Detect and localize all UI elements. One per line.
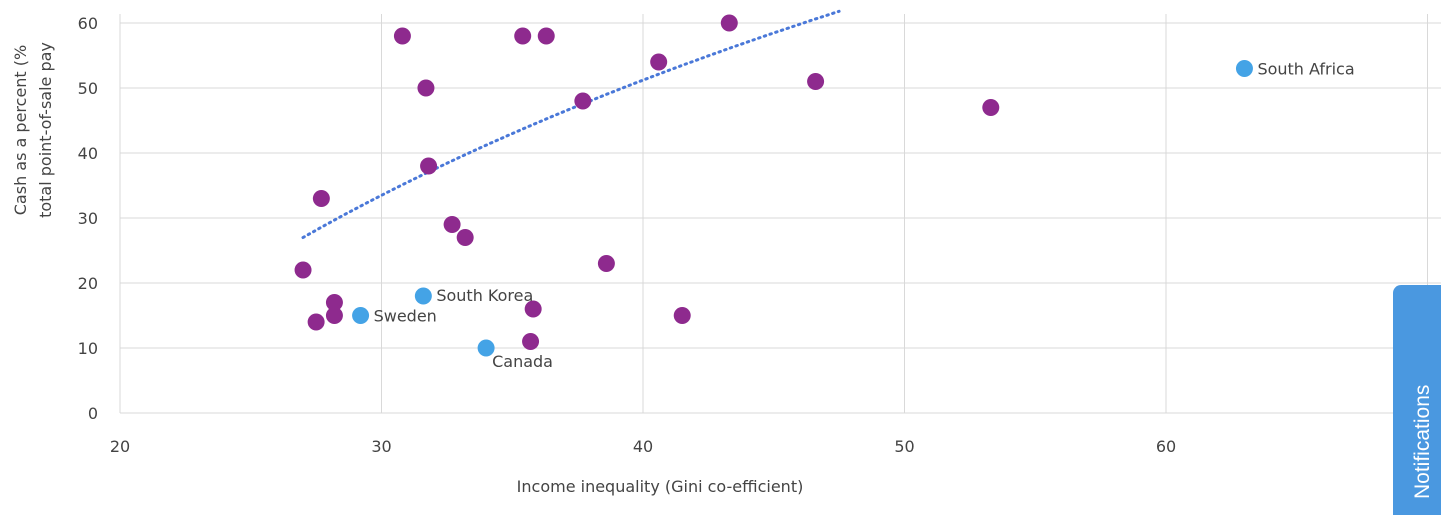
data-points <box>294 14 1000 350</box>
y-tick-label: 50 <box>78 79 98 98</box>
data-point <box>417 79 435 97</box>
y-tick-label: 30 <box>78 209 98 228</box>
data-point <box>456 229 474 246</box>
x-tick-label: 50 <box>894 437 914 456</box>
data-point <box>537 27 555 45</box>
x-axis-title: Income inequality (Gini co-efficient) <box>517 477 804 496</box>
data-point <box>312 190 330 207</box>
y-tick-label: 40 <box>78 144 98 163</box>
notifications-tab[interactable]: Notifications <box>1393 285 1441 515</box>
data-point <box>597 255 615 272</box>
data-point <box>294 261 312 279</box>
notifications-tab-label: Notifications <box>1411 384 1434 499</box>
x-axis-ticks: 20 30 40 50 60 <box>110 437 1176 456</box>
data-point <box>420 157 438 175</box>
data-point <box>307 313 325 331</box>
trendline-path <box>301 9 841 239</box>
point-label: Canada <box>492 352 553 371</box>
trendline <box>301 9 841 239</box>
y-axis-ticks: 0 10 20 30 40 50 60 <box>78 14 98 423</box>
highlighted-point <box>414 287 432 305</box>
x-tick-label: 30 <box>371 437 391 456</box>
gridlines <box>119 14 1441 414</box>
point-label: Sweden <box>374 307 437 326</box>
data-point <box>514 27 532 45</box>
data-point <box>673 307 691 324</box>
data-point <box>574 92 592 110</box>
highlighted-point <box>477 339 495 357</box>
data-point <box>720 14 738 32</box>
y-axis-title-line-1: Cash as a percent (% <box>11 45 30 215</box>
highlighted-point <box>1235 60 1253 77</box>
highlighted-points: Sweden South Korea Canada South Africa <box>352 60 1355 371</box>
y-tick-label: 60 <box>78 14 98 33</box>
data-point <box>325 307 343 324</box>
data-point <box>443 216 461 233</box>
y-tick-label: 0 <box>88 404 98 423</box>
data-point <box>982 99 1000 116</box>
data-point <box>325 294 343 311</box>
scatter-chart: Sweden South Korea Canada South Africa 20 30… <box>11 9 1441 496</box>
y-tick-label: 10 <box>78 339 98 358</box>
x-tick-label: 20 <box>110 437 130 456</box>
data-point <box>522 333 540 350</box>
data-point <box>807 73 825 90</box>
x-tick-label: 60 <box>1156 437 1176 456</box>
highlighted-point <box>352 307 370 324</box>
x-tick-label: 40 <box>633 437 653 456</box>
data-point <box>650 53 668 71</box>
y-tick-label: 20 <box>78 274 98 293</box>
data-point <box>393 27 411 45</box>
data-point <box>524 300 542 318</box>
point-label: South Africa <box>1257 60 1354 79</box>
point-label: South Korea <box>436 286 533 305</box>
y-axis-title-line-2: total point-of-sale pay <box>36 42 55 218</box>
